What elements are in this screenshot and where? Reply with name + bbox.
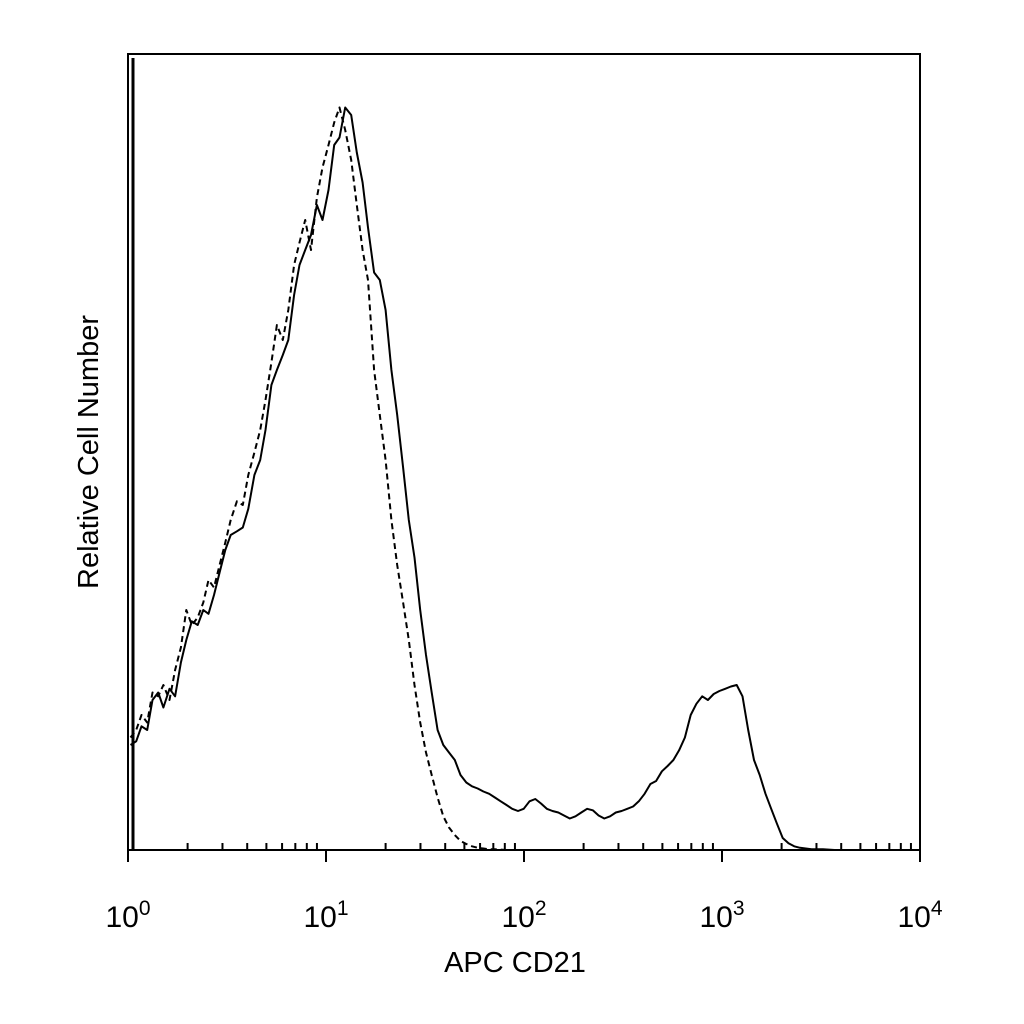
x-tick-label-exponent: 3 [733,897,745,920]
x-tick-label-exponent: 0 [139,897,151,920]
x-axis-title: APC CD21 [444,947,586,979]
x-tick-labels: 100 101 102 103 104 [105,897,942,934]
series-line-solid [129,106,920,851]
x-tick-label-exponent: 2 [535,897,547,920]
x-tick-label-exponent: 4 [931,897,943,920]
x-tick-label: 101 [303,897,348,934]
y-axis-title: Relative Cell Number [73,315,105,589]
x-tick-label: 103 [699,897,744,934]
x-tick-label-base: 10 [303,901,336,934]
series-layer [129,58,920,851]
x-minor-ticks [186,843,912,850]
series-line-dashed [129,106,920,851]
x-tick-label-base: 10 [897,901,930,934]
x-tick-label-base: 10 [105,901,138,934]
x-tick-label-exponent: 1 [337,897,349,920]
plot-frame [127,53,921,851]
x-tick-label: 104 [897,897,942,934]
x-tick-label: 102 [501,897,546,934]
x-major-ticks [127,850,921,862]
x-tick-label-base: 10 [699,901,732,934]
x-tick-label: 100 [105,897,150,934]
x-tick-label-base: 10 [501,901,534,934]
